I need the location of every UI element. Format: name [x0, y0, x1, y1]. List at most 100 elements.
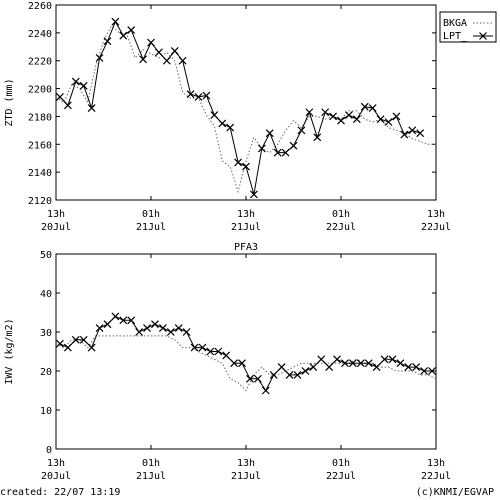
chart-2-y-tick-label: 20 — [40, 367, 52, 378]
x-marker-stroke — [364, 359, 373, 368]
chart-2-x-tick-label: 22Jul — [421, 471, 451, 482]
x-marker-stroke — [384, 118, 393, 126]
chart-1-data-point-x-marker — [297, 126, 306, 135]
chart-2-data-point-x-marker — [396, 359, 405, 368]
x-marker-stroke — [416, 129, 425, 138]
chart-1-data-point-x-marker — [313, 133, 322, 142]
chart-1-data-point-x-marker — [305, 108, 314, 117]
chart-1-data-point-x-marker — [79, 81, 88, 90]
chart-2-x-tick-label: 01h — [332, 458, 350, 469]
x-marker-stroke — [293, 370, 302, 379]
chart-2-series-observed-line — [59, 315, 432, 392]
x-marker-stroke — [79, 81, 88, 90]
chart-1-data-point-x-marker — [392, 112, 401, 121]
x-marker-stroke — [222, 351, 231, 360]
chart-2-data-point-x-marker — [87, 343, 96, 352]
x-marker-stroke — [242, 162, 250, 171]
x-marker-stroke — [325, 363, 334, 372]
x-marker-stroke — [182, 328, 191, 336]
chart-2-x-tick-label: 21Jul — [136, 471, 166, 482]
chart-2-data-point-x-marker — [325, 363, 334, 372]
x-marker-stroke — [63, 101, 72, 110]
chart-2-data-point-x-marker — [135, 328, 144, 336]
x-marker-stroke — [139, 55, 148, 64]
x-marker-stroke — [337, 116, 345, 125]
chart-2-x-tick-label: 22Jul — [326, 471, 356, 482]
chart-1-x-tick-label: 21Jul — [231, 222, 261, 233]
x-marker-stroke — [356, 359, 365, 368]
chart-2-data-point-x-marker — [182, 328, 191, 336]
chart-2-data-point-x-marker — [79, 335, 88, 344]
chart-2-data-point-x-marker — [174, 324, 183, 333]
chart-2-data-point-x-marker — [356, 359, 365, 368]
x-marker-stroke — [344, 111, 353, 119]
x-marker-stroke — [111, 17, 120, 26]
chart-2-data-point-x-marker — [71, 335, 80, 344]
chart-1-data-point-x-marker — [71, 77, 80, 86]
chart-1-y-tick-label: 2260 — [28, 1, 52, 12]
chart-2-y-tick-label: 0 — [46, 445, 52, 456]
chart-2-data-point-x-marker — [222, 351, 231, 360]
x-marker-stroke — [166, 328, 175, 336]
x-marker-stroke — [400, 130, 409, 139]
chart-1-data-point-x-marker — [289, 141, 298, 150]
chart-1-data-point-x-marker — [249, 190, 258, 199]
x-marker-stroke — [56, 93, 64, 101]
chart-2-data-point-x-marker — [269, 370, 278, 379]
x-marker-stroke — [154, 48, 163, 57]
x-marker-stroke — [309, 363, 318, 372]
chart-2-data-point-x-marker — [428, 367, 436, 375]
chart-2-data-point-x-marker — [206, 347, 215, 356]
chart-2-data-point-x-marker — [166, 328, 175, 336]
chart-2-data-point-x-marker — [364, 359, 373, 368]
chart-1-x-tick-label: 22Jul — [421, 222, 451, 233]
chart-2-data-point-x-marker — [309, 363, 318, 372]
x-marker-stroke — [198, 343, 207, 352]
chart-1-data-point-x-marker — [321, 108, 330, 117]
chart-1-data-point-x-marker — [119, 31, 128, 40]
chart-1-y-tick-label: 2160 — [28, 140, 52, 151]
x-marker-stroke — [246, 374, 254, 383]
chart-1-plot-frame — [55, 4, 437, 201]
chart-1-legend-marker — [479, 32, 487, 40]
x-marker-stroke — [281, 148, 290, 157]
x-marker-stroke — [162, 56, 171, 65]
x-marker-stroke — [151, 320, 159, 329]
x-marker-stroke — [420, 367, 429, 375]
x-marker-stroke — [79, 335, 88, 344]
chart-2-y-tick-label: 30 — [40, 328, 52, 339]
x-marker-stroke — [380, 355, 389, 364]
x-marker-stroke — [194, 93, 203, 101]
chart-1-x-tick-label: 13h — [237, 209, 255, 220]
chart-2-y-tick-label: 50 — [40, 250, 52, 261]
chart-2-data-point-x-marker — [127, 316, 136, 325]
x-marker-stroke — [317, 355, 326, 364]
x-marker-stroke — [376, 115, 385, 124]
chart-2-data-point-x-marker — [56, 339, 64, 348]
chart-1-data-point-x-marker — [360, 102, 369, 111]
chart-1-data-point-x-marker — [87, 104, 96, 112]
chart-2-data-point-x-marker — [380, 355, 389, 364]
chart-2-y-tick-label: 10 — [40, 406, 52, 417]
chart-2-data-point-x-marker — [253, 374, 262, 383]
x-marker-stroke — [313, 133, 322, 142]
x-marker-stroke — [218, 119, 227, 128]
chart-1-y-tick-label: 2200 — [28, 85, 52, 96]
chart-1-y-tick-label: 2140 — [28, 168, 52, 179]
x-marker-stroke — [412, 363, 421, 372]
chart-2-x-tick-label: 21Jul — [231, 471, 261, 482]
x-marker-stroke — [111, 312, 120, 321]
chart-1-data-point-x-marker — [139, 55, 148, 64]
x-marker-stroke — [249, 190, 258, 199]
x-marker-stroke — [127, 316, 136, 325]
chart-1-data-point-x-marker — [154, 48, 163, 57]
x-marker-stroke — [392, 112, 401, 121]
chart-1-legend-label: BKGA — [443, 18, 467, 29]
x-marker-stroke — [103, 37, 112, 46]
chart-1-data-point-x-marker — [147, 38, 155, 47]
x-marker-stroke — [71, 335, 80, 344]
chart-1-data-point-x-marker — [218, 119, 227, 128]
chart-1-y-tick-label: 2240 — [28, 29, 52, 40]
chart-1-data-point-x-marker — [384, 118, 393, 126]
x-marker-stroke — [368, 104, 377, 112]
